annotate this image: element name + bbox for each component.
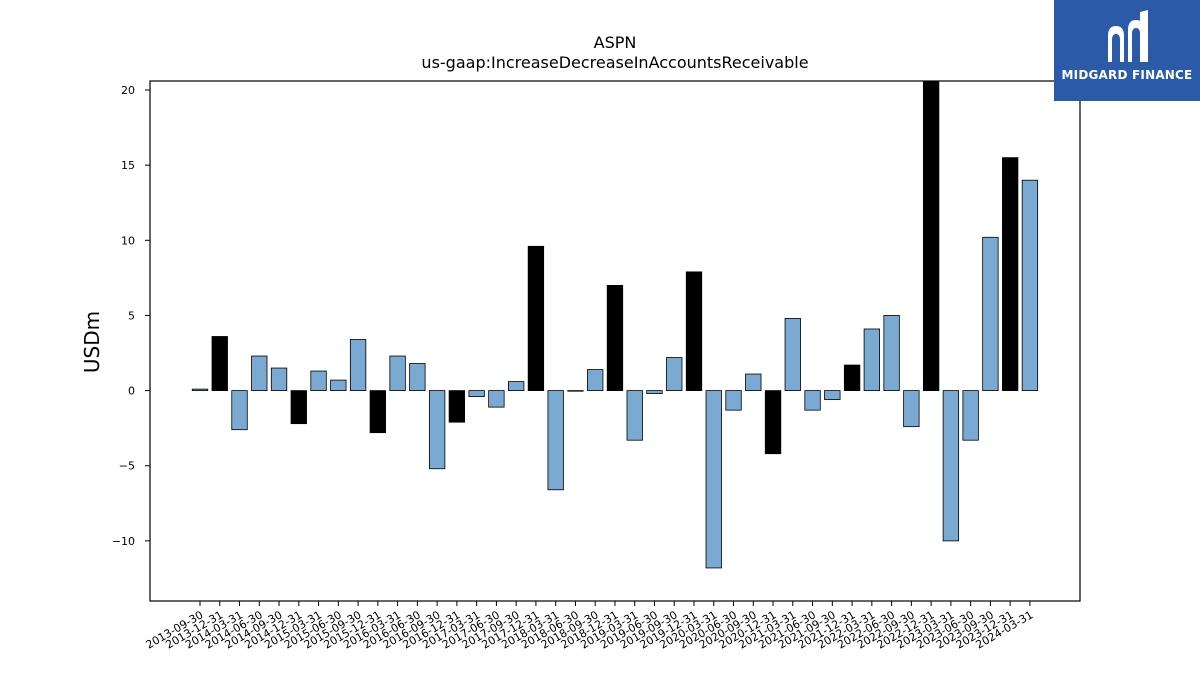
bar-2016-09-30 <box>428 390 446 470</box>
bar-2019-06-30 <box>646 390 663 395</box>
bar-2017-03-31 <box>468 390 485 398</box>
bar-2022-03-31 <box>863 328 880 392</box>
x-axis-ticks: 2013-09-302013-12-312014-03-312014-06-30… <box>144 601 1035 652</box>
bar-2018-12-31 <box>606 284 624 391</box>
bars-group <box>191 80 1039 569</box>
bar-2023-09-30 <box>982 236 999 391</box>
bar-2016-03-31 <box>389 355 406 391</box>
bar-2014-03-31 <box>231 390 248 431</box>
bar-2019-03-31 <box>626 390 643 441</box>
y-tick-label: −10 <box>112 535 135 548</box>
bar-2022-06-30 <box>883 315 900 391</box>
bar-2014-09-30 <box>270 367 288 391</box>
midgard-logo-icon <box>1108 10 1148 62</box>
y-axis-label: USDm <box>80 311 104 373</box>
y-axis-ticks: −10 −5 0 5 10 15 20 <box>112 84 150 548</box>
y-tick-label: 5 <box>128 309 135 322</box>
bar-2022-12-31 <box>922 80 940 392</box>
bar-2017-06-30 <box>488 390 505 408</box>
bar-2015-12-31 <box>369 390 386 434</box>
bar-2021-09-30 <box>824 390 841 401</box>
plot-frame <box>149 80 1081 602</box>
bar-2018-06-30 <box>567 390 584 392</box>
bar-2016-06-30 <box>409 363 426 391</box>
bar-2016-12-31 <box>448 390 466 423</box>
y-tick-label: 10 <box>121 234 135 247</box>
bar-2015-03-31 <box>310 370 327 391</box>
bar-2013-09-30 <box>191 388 209 391</box>
bar-2021-06-30 <box>804 390 821 411</box>
bar-2015-06-30 <box>330 379 347 391</box>
y-tick-label: 0 <box>128 385 135 398</box>
bar-2018-09-30 <box>587 369 604 391</box>
bar-2020-12-31 <box>764 390 782 455</box>
chart-subtitle: us-gaap:IncreaseDecreaseInAccountsReceiv… <box>421 53 808 72</box>
bar-2021-03-31 <box>784 318 801 391</box>
brand-name: MIDGARD FINANCE <box>1061 68 1193 82</box>
y-tick-label: 20 <box>121 84 135 97</box>
bar-2019-09-30 <box>666 357 683 391</box>
bar-2023-06-30 <box>962 390 979 441</box>
bar-2023-03-31 <box>942 390 960 542</box>
bar-2018-03-31 <box>547 390 564 491</box>
bar-2017-09-30 <box>508 381 525 391</box>
bar-2020-03-31 <box>705 390 722 569</box>
bar-2015-09-30 <box>349 339 367 391</box>
bar-2021-12-31 <box>843 364 861 391</box>
bar-2020-06-30 <box>725 390 742 411</box>
bar-2014-06-30 <box>251 355 268 391</box>
bar-2014-12-31 <box>290 390 307 425</box>
bar-2023-12-31 <box>1002 157 1019 391</box>
bar-2013-12-31 <box>211 336 228 391</box>
bar-2020-09-30 <box>745 373 762 391</box>
y-tick-label: 15 <box>121 159 135 172</box>
brand-logo: MIDGARD FINANCE <box>1054 0 1200 101</box>
bar-2019-12-31 <box>685 271 703 391</box>
bar-2022-09-30 <box>903 390 920 428</box>
bar-2017-12-31 <box>527 245 545 392</box>
y-tick-label: −5 <box>119 460 135 473</box>
bar-2024-03-31 <box>1021 179 1039 391</box>
chart-title: ASPN <box>594 33 637 52</box>
